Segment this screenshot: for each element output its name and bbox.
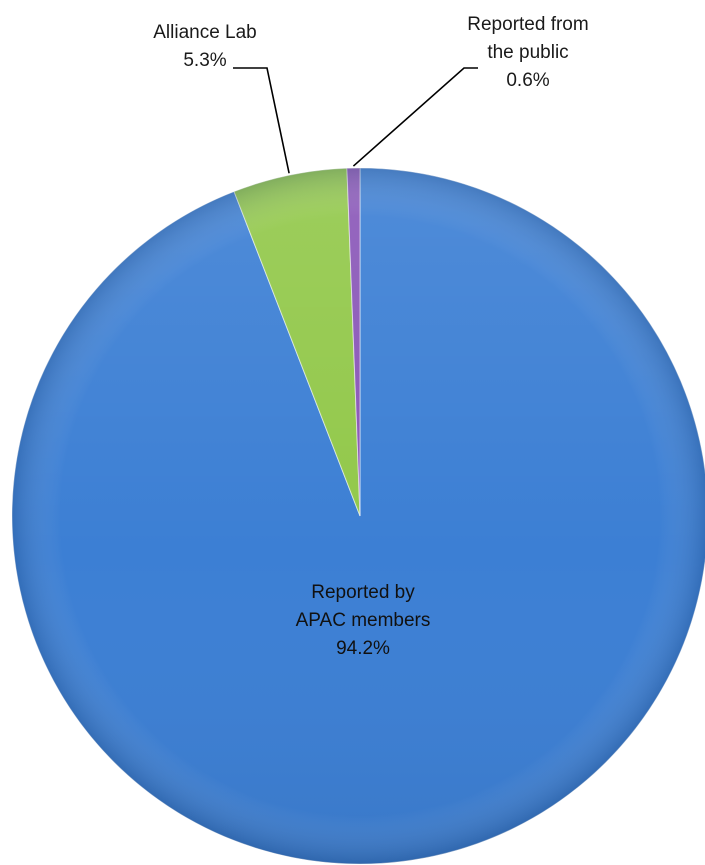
slice-label-reported-by-apac-members: Reported by APAC members 94.2% bbox=[296, 582, 431, 659]
leader-line-reported-from-the-public bbox=[352, 67, 478, 167]
leader-line-alliance-lab bbox=[233, 67, 290, 174]
slice-label-reported-from-the-public: Reported from the public 0.6% bbox=[467, 14, 588, 91]
slice-labels: Reported by APAC members 94.2% Alliance Lab… bbox=[153, 14, 588, 659]
pie-gloss bbox=[12, 168, 705, 864]
leader-lines bbox=[233, 67, 478, 174]
slice-label-alliance-lab: Alliance Lab 5.3% bbox=[153, 22, 257, 71]
